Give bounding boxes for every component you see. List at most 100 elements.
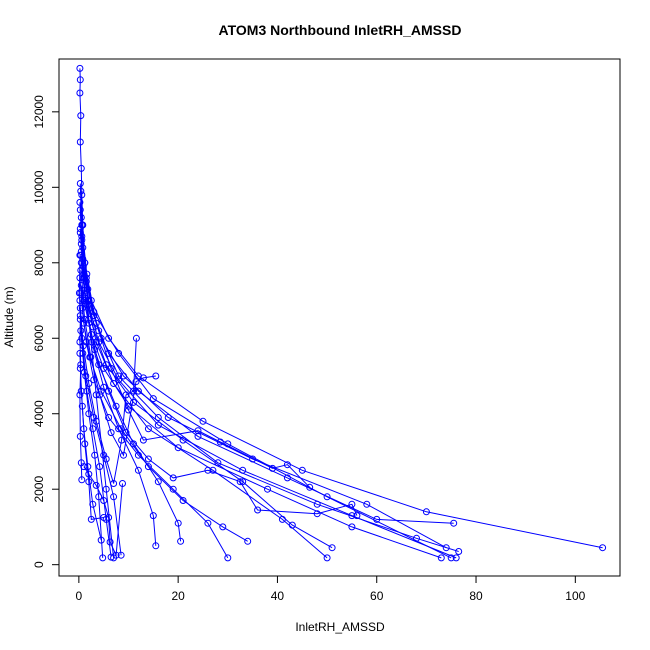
data-point: [80, 463, 88, 471]
data-point: [154, 478, 162, 486]
data-point: [91, 451, 99, 459]
data-point: [450, 519, 458, 527]
data-point: [122, 429, 130, 437]
data-point: [132, 334, 140, 342]
data-point: [76, 391, 84, 399]
data-point: [154, 421, 162, 429]
data-point: [323, 554, 331, 562]
data-point: [283, 461, 291, 469]
data-point: [288, 521, 296, 529]
series-20: [78, 221, 314, 491]
data-point: [455, 548, 463, 555]
data-point: [77, 281, 85, 289]
data-point: [224, 554, 232, 562]
data-point: [119, 480, 126, 487]
data-point: [269, 464, 276, 472]
data-point: [106, 538, 114, 546]
series-19: [76, 364, 108, 523]
data-point: [81, 315, 89, 323]
data-point: [110, 493, 118, 501]
data-point: [209, 466, 217, 474]
data-point: [353, 512, 361, 520]
data-point: [323, 493, 331, 501]
data-point: [77, 112, 85, 120]
data-point: [76, 64, 84, 72]
series-25: [80, 463, 126, 559]
data-point: [107, 364, 115, 372]
data-point: [110, 380, 118, 387]
x-tick-label: 60: [370, 589, 384, 603]
data-point: [105, 334, 113, 342]
data-point: [144, 455, 152, 463]
x-tick-label: 100: [565, 589, 585, 603]
data-point: [306, 483, 314, 491]
data-point: [216, 438, 224, 446]
data-point: [118, 436, 126, 444]
data-point: [92, 481, 100, 489]
y-tick-label: 0: [32, 561, 46, 568]
data-point: [149, 512, 157, 520]
data-point: [77, 164, 85, 172]
series-line: [79, 368, 104, 520]
data-point: [204, 519, 212, 527]
data-point: [97, 536, 105, 544]
data-point: [177, 537, 185, 545]
series-line: [79, 308, 137, 484]
chart-title: ATOM3 Northbound InletRH_AMSSD: [219, 22, 462, 38]
y-tick-label: 8000: [32, 249, 46, 276]
data-point: [76, 315, 84, 323]
data-point: [134, 466, 142, 474]
y-axis: 0 2000 4000 6000 8000 10000 12000: [32, 95, 60, 568]
y-tick-label: 12000: [32, 95, 46, 129]
data-point: [77, 327, 85, 335]
data-point: [122, 391, 130, 399]
data-point: [85, 410, 93, 418]
series-line: [80, 270, 442, 559]
x-tick-label: 20: [171, 589, 185, 603]
series-line: [81, 224, 311, 488]
data-point: [102, 455, 110, 463]
y-tick-label: 6000: [32, 325, 46, 352]
data-point: [264, 485, 271, 493]
data-point: [120, 451, 127, 459]
data-point: [152, 542, 160, 550]
x-tick-label: 80: [469, 589, 483, 603]
data-point: [102, 361, 110, 369]
data-point: [174, 444, 182, 452]
x-axis: 0 20 40 60 80 100: [76, 575, 586, 603]
data-point: [76, 138, 84, 146]
data-point: [452, 554, 460, 562]
data-point: [313, 500, 321, 508]
data-point: [199, 417, 207, 425]
data-point: [78, 221, 86, 229]
data-point: [92, 417, 100, 425]
data-point: [348, 523, 356, 531]
data-point: [139, 436, 147, 444]
data-point: [96, 391, 104, 399]
data-point: [117, 551, 125, 559]
data-point: [169, 474, 177, 482]
data-point: [110, 480, 118, 487]
data-point: [363, 500, 371, 508]
data-point: [132, 378, 140, 386]
data-point: [437, 554, 445, 562]
data-point: [90, 376, 98, 384]
data-point: [599, 544, 607, 552]
data-point: [134, 387, 142, 395]
data-point: [89, 425, 97, 433]
data-point: [144, 425, 152, 433]
data-point: [85, 470, 93, 478]
data-point: [96, 463, 104, 471]
data-point: [102, 485, 110, 493]
data-point: [85, 380, 93, 387]
data-point: [75, 289, 83, 297]
data-point: [115, 425, 123, 433]
data-point: [77, 361, 85, 369]
data-point: [78, 191, 86, 199]
data-point: [107, 429, 115, 437]
data-point: [105, 349, 113, 357]
series-22: [77, 281, 160, 459]
data-point: [78, 402, 86, 410]
data-point: [76, 338, 84, 346]
data-point: [144, 463, 152, 471]
